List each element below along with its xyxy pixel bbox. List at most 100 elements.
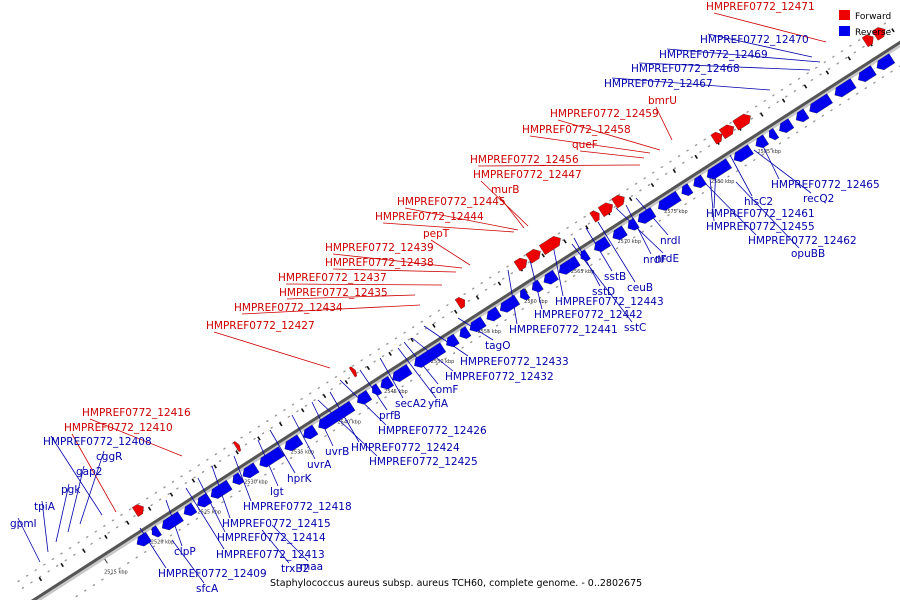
forward-dash [191, 478, 196, 483]
gene-label: nrdI [660, 235, 681, 247]
gene-label: HMPREF0772_12413 [216, 549, 325, 561]
label-leader-line [529, 135, 651, 154]
reverse-gene-arrow [469, 316, 487, 333]
label-leader-line [41, 500, 49, 553]
gene-label: HMPREF0772_12425 [369, 456, 478, 468]
reverse-gene-arrow [858, 65, 877, 82]
label-leader-line [213, 331, 331, 369]
forward-dash [453, 309, 458, 314]
legend-reverse-swatch [839, 26, 850, 36]
gene-label: opuBB [791, 248, 825, 260]
gene-label: sstC [624, 322, 646, 334]
label-leader-line [579, 150, 645, 159]
forward-gene-arrow [597, 202, 613, 218]
gene-label: uvrB [325, 446, 349, 458]
label-leader-line [67, 465, 85, 533]
reverse-gene-arrow [809, 93, 833, 114]
forward-dash [891, 28, 895, 33]
gene-label: queF [572, 139, 598, 151]
gene-label: pepT [423, 228, 450, 240]
kbp-tick-label: 2570 kbp [617, 239, 641, 245]
label-leader-line [551, 239, 564, 297]
reverse-gene-arrow [769, 128, 780, 141]
reverse-gene-arrow [357, 390, 373, 405]
forward-dash [82, 548, 86, 554]
forward-dash [563, 239, 567, 244]
gene-label: lgt [270, 486, 284, 498]
forward-dash [760, 112, 764, 117]
kbp-tick-label: 2555 kbp [477, 329, 501, 335]
reverse-gene-arrow [232, 472, 245, 485]
gene-label: tagO [485, 340, 510, 352]
label-leader-line [379, 357, 404, 399]
gene-label: comF [430, 384, 458, 396]
label-leader-line [611, 77, 771, 91]
gene-label: cggR [96, 451, 122, 463]
dotted-guide-line [17, 20, 889, 583]
label-leader-lines [17, 12, 827, 584]
reverse-gene-arrow [183, 502, 198, 517]
kbp-tick-label: 2565 kbp [571, 269, 595, 275]
gene-label: HMPREF0772_12432 [445, 371, 554, 383]
label-leader-line [317, 399, 378, 457]
gene-label: HMPREF0772_12409 [158, 568, 267, 580]
label-leader-line [703, 181, 757, 236]
legend-reverse-label: Reverse [855, 28, 892, 38]
label-leader-line [55, 483, 70, 543]
forward-dash [126, 520, 130, 525]
reverse-gene-arrow [834, 78, 857, 98]
gene-label: hprK [287, 473, 313, 485]
forward-gene-arrow [710, 131, 723, 145]
forward-dash [147, 506, 152, 511]
label-leader-line [713, 12, 827, 43]
label-leader-line [573, 237, 601, 287]
label-leader-line [241, 304, 421, 315]
reverse-gene-arrow [392, 364, 413, 382]
reverse-gene-arrow [303, 424, 319, 440]
kbp-ticks: 2515 kbp 2520 kbp 2525 kbp 2530 kbp 2535 kbp… [38, 28, 895, 582]
gene-label: HMPREF0772_12447 [473, 169, 582, 181]
forward-dash [279, 422, 283, 427]
gene-label: murB [491, 184, 519, 196]
gene-label: secA2 [395, 398, 427, 410]
forward-dash [366, 365, 371, 371]
label-leader-line [666, 48, 821, 63]
gene-label: HMPREF0772_12433 [460, 356, 569, 368]
gene-label: HMPREF0772_12410 [64, 422, 173, 434]
gene-label: sstD [592, 286, 615, 298]
reverse-gene-arrow [136, 531, 152, 547]
gene-label: HMPREF0772_12424 [351, 442, 460, 454]
gene-label: HMPREF0772_12434 [234, 302, 343, 314]
gene-label: HMPREF0772_12467 [604, 78, 713, 90]
forward-dash [585, 225, 589, 230]
label-leader-line [286, 294, 416, 300]
forward-dash [410, 337, 414, 342]
gene-label: hisC2 [744, 196, 773, 208]
reverse-gene-arrow [580, 249, 591, 262]
gene-label: HMPREF0772_12462 [748, 235, 857, 247]
forward-gene-arrow [611, 195, 625, 209]
gene-label: bmrU [648, 95, 677, 107]
gene-label: HMPREF0772_12427 [206, 320, 315, 332]
forward-dash [847, 56, 851, 61]
dotted-guide-lines [17, 20, 900, 600]
forward-dash [38, 576, 43, 582]
forward-dash [235, 450, 239, 455]
gene-label: HMPREF0772_12439 [325, 242, 434, 254]
forward-gene-arrow [525, 249, 541, 264]
label-leader-line [185, 487, 225, 550]
label-leader-line [655, 106, 673, 141]
label-leader-line [285, 283, 443, 286]
label-leader-line [71, 433, 117, 513]
gene-label: HMPREF0772_12438 [325, 257, 434, 269]
legend-forward-label: Forward [855, 12, 891, 22]
gene-label: HMPREF0772_12437 [278, 272, 387, 284]
kbp-tick-label: 2535 kbp [291, 449, 315, 455]
kbp-tick-label: 2515 kbp [104, 569, 128, 575]
label-leader-line [597, 221, 636, 283]
gene-label: HMPREF0772_12416 [82, 407, 191, 419]
gene-label: HMPREF0772_12470 [700, 34, 809, 46]
forward-dash [650, 182, 655, 188]
